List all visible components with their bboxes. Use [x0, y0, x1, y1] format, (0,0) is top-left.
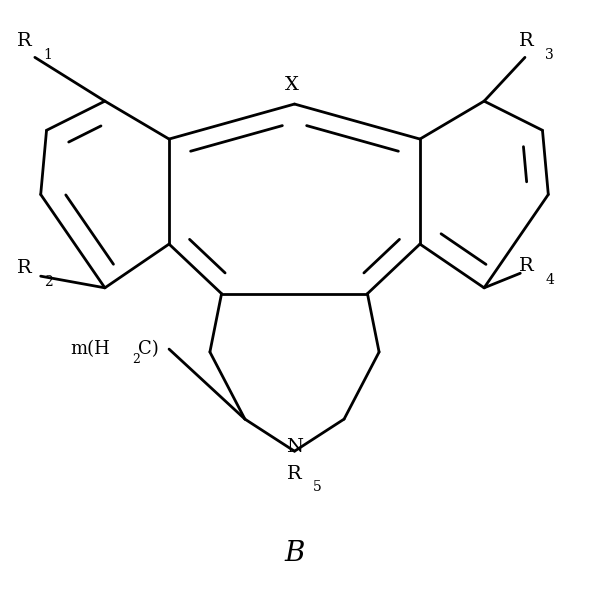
Text: B: B: [284, 540, 305, 567]
Text: R: R: [287, 465, 302, 483]
Text: R: R: [17, 32, 32, 50]
Text: 2: 2: [133, 352, 140, 365]
Text: 4: 4: [545, 273, 554, 288]
Text: m(H: m(H: [70, 340, 110, 358]
Text: R: R: [519, 258, 534, 276]
Text: 3: 3: [545, 47, 554, 62]
Text: X: X: [284, 76, 299, 94]
Text: 1: 1: [44, 47, 52, 62]
Text: 5: 5: [313, 480, 322, 494]
Text: R: R: [519, 32, 534, 50]
Text: 2: 2: [44, 275, 52, 289]
Text: N: N: [286, 437, 303, 455]
Text: C): C): [138, 340, 159, 358]
Text: R: R: [17, 259, 32, 277]
